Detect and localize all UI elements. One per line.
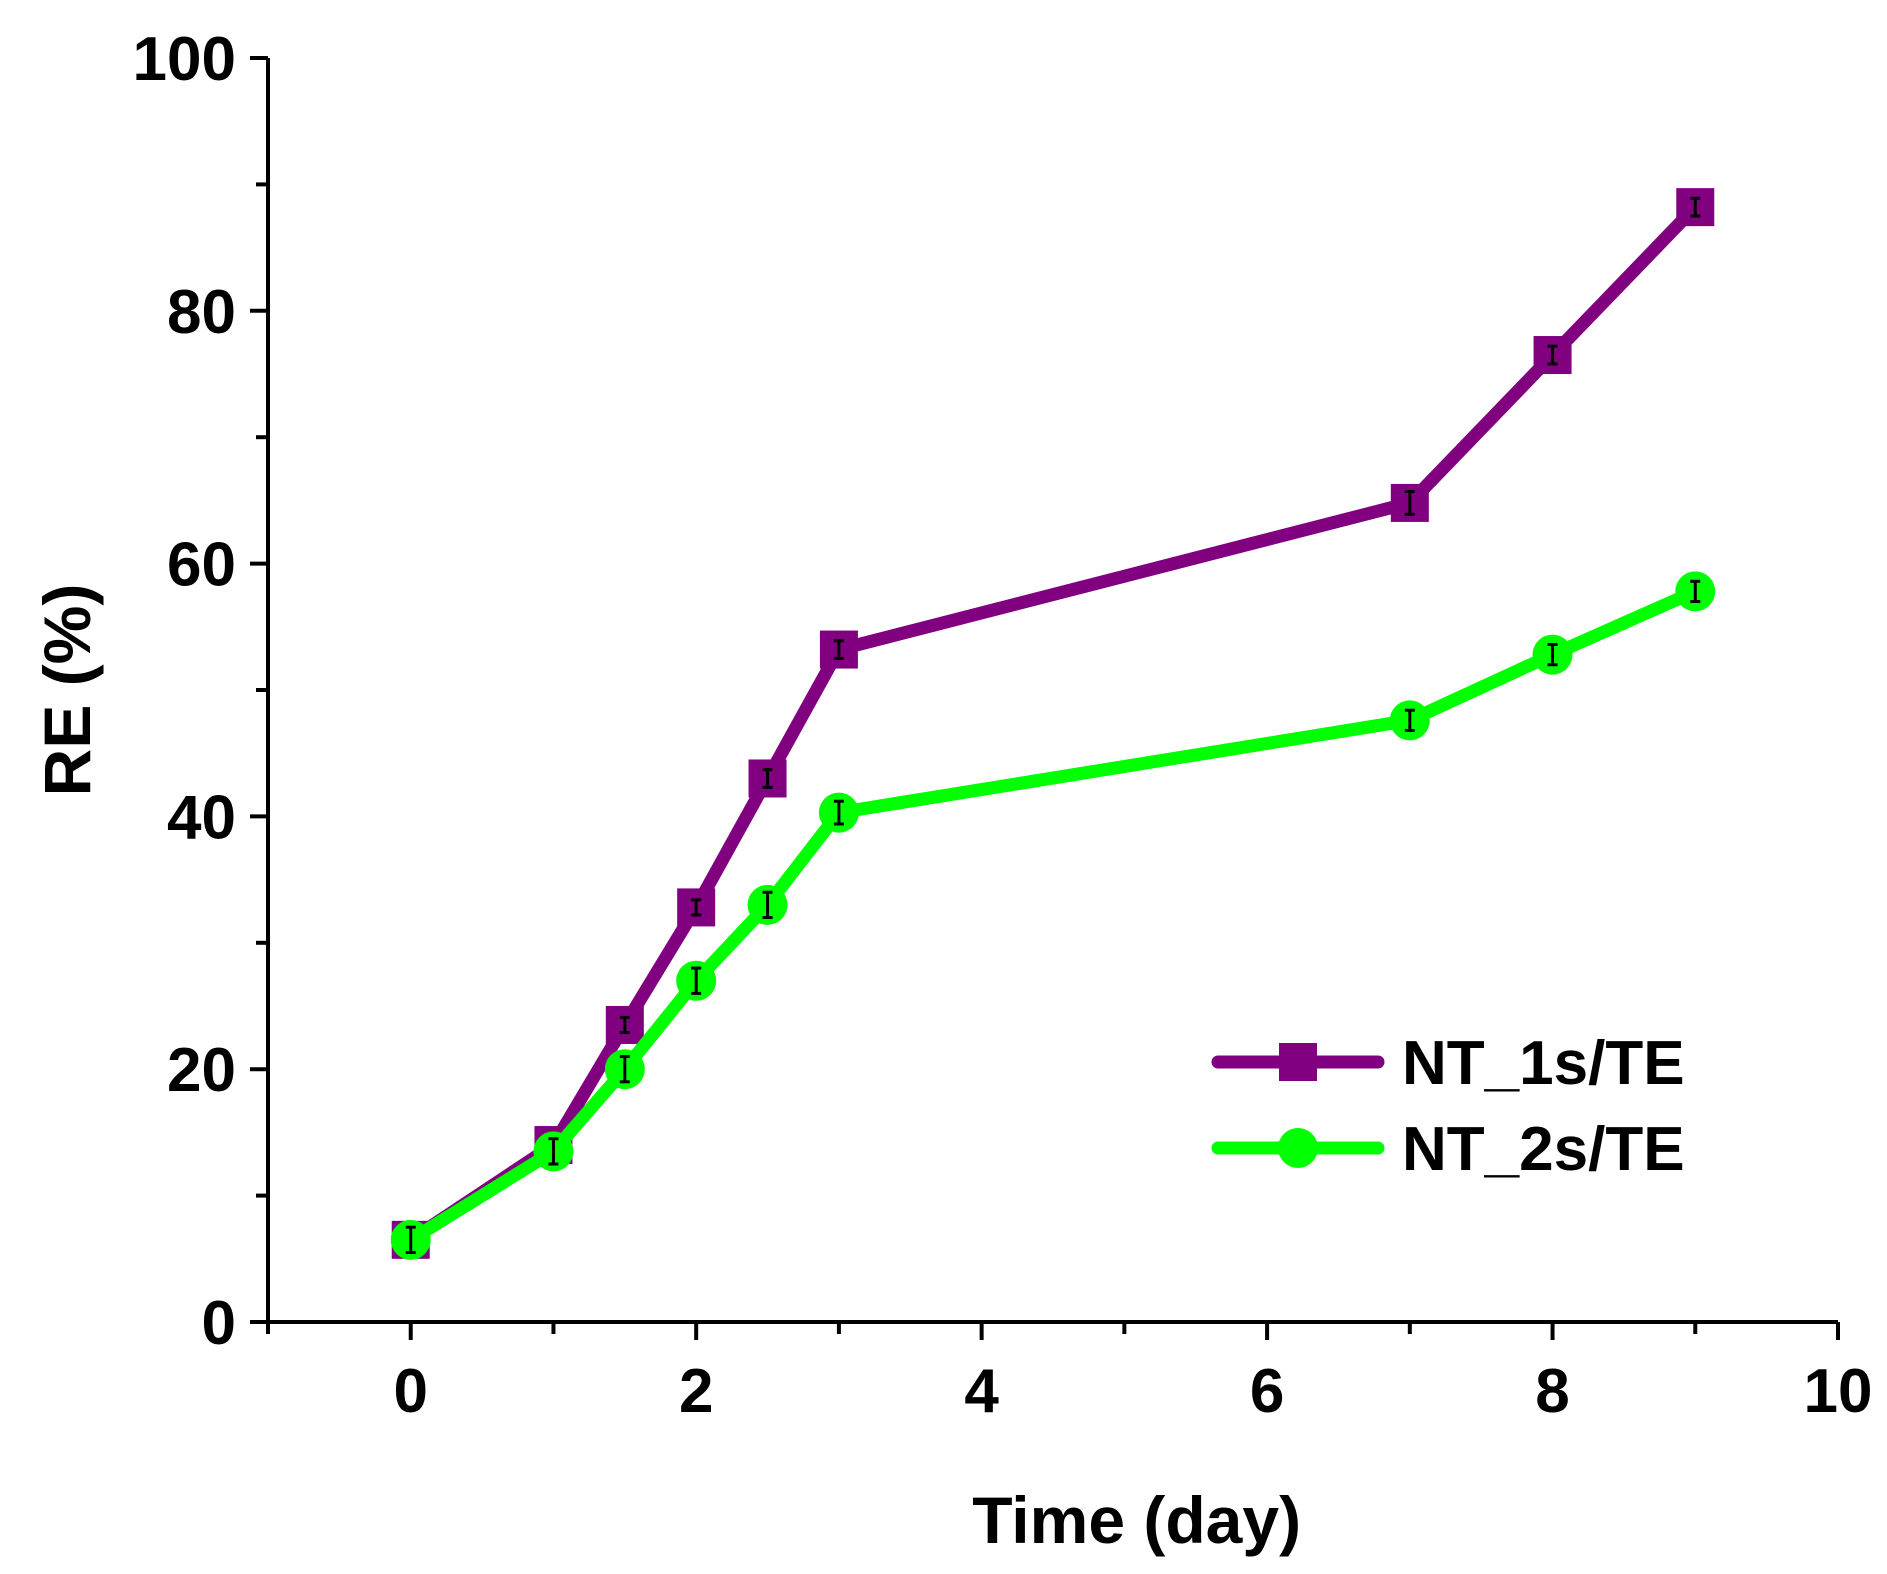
series-NT_2s/TE	[390, 571, 1716, 1260]
y-axis-title: RE (%)	[30, 584, 104, 797]
y-tick-label: 0	[202, 1289, 236, 1358]
legend: NT_1s/TE NT_2s/TE	[1211, 1029, 1685, 1184]
x-tick-label: 8	[1535, 1357, 1569, 1426]
x-tick-label: 6	[1250, 1357, 1284, 1426]
legend-marker	[1279, 1043, 1317, 1081]
x-tick-label: 10	[1804, 1357, 1873, 1426]
x-axis-title: Time (day)	[972, 1483, 1301, 1557]
series-NT_1s/TE	[391, 188, 1715, 1259]
legend-label: NT_2s/TE	[1402, 1115, 1685, 1184]
x-tick-label: 0	[393, 1357, 427, 1426]
legend-label: NT_1s/TE	[1402, 1029, 1685, 1098]
legend-marker	[1278, 1128, 1318, 1168]
y-tick-label: 80	[167, 278, 236, 347]
y-tick-label: 40	[167, 783, 236, 852]
legend-item: NT_1s/TE	[1211, 1029, 1685, 1098]
x-tick-label: 2	[679, 1357, 713, 1426]
y-tick-label: 20	[167, 1036, 236, 1105]
y-tick-label: 60	[167, 531, 236, 600]
y-tick-label: 100	[133, 25, 236, 94]
series-layer	[390, 188, 1716, 1260]
x-tick-label: 4	[964, 1357, 999, 1426]
legend-item: NT_2s/TE	[1211, 1115, 1685, 1184]
